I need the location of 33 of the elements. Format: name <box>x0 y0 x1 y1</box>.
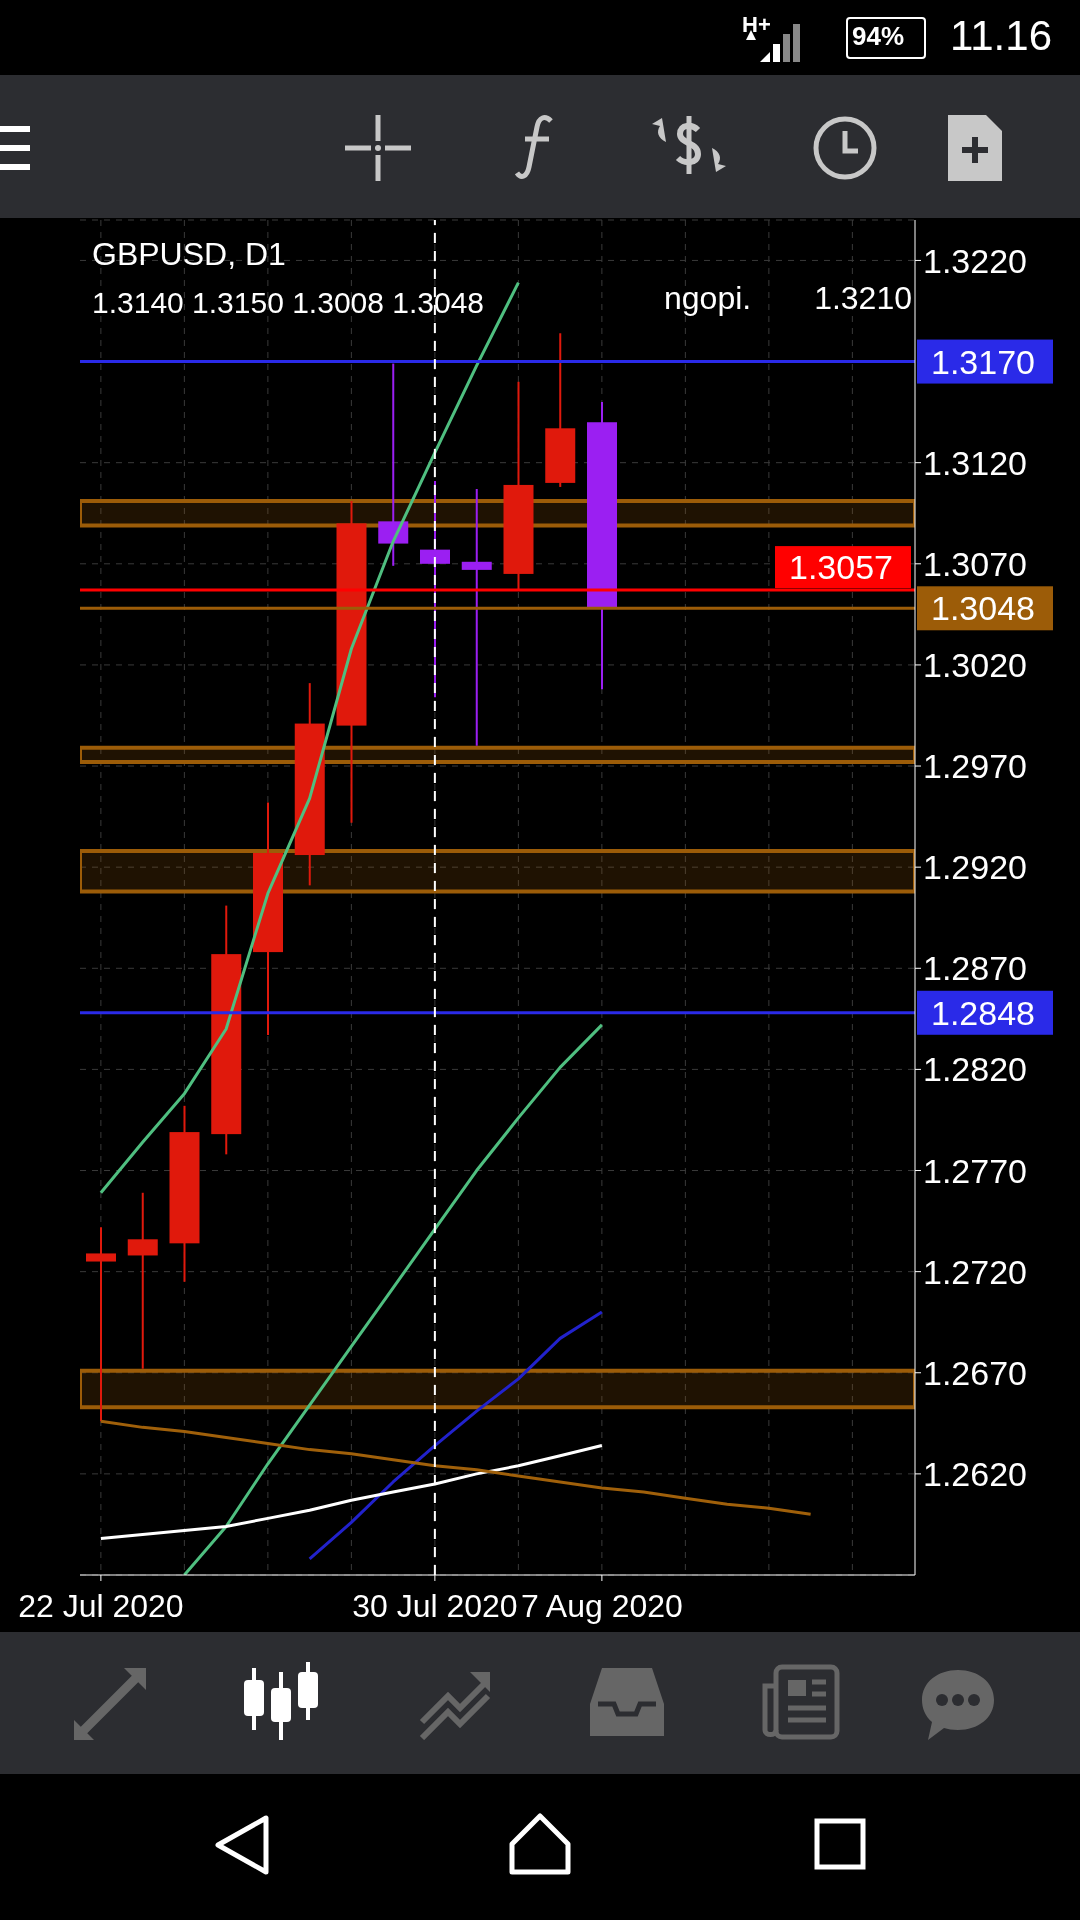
candlestick <box>86 1226 116 1423</box>
x-tick-label: 30 Jul 2020 <box>352 1588 518 1624</box>
ref-line-label: 1.3057 <box>789 548 893 587</box>
candlestick <box>378 362 409 567</box>
text: GBPUSD, D1 <box>92 236 286 273</box>
x-tick-label: 7 Aug 2020 <box>520 1588 683 1624</box>
y-tick-label: 1.3120 <box>923 443 1027 482</box>
y-tick-label: 1.2670 <box>923 1353 1027 1392</box>
text: 94% <box>852 21 905 52</box>
y-tick-label: 1.3070 <box>923 544 1027 583</box>
annotation: 1.3140 1.3150 1.3008 1.3048 <box>92 286 485 320</box>
annotation: ngopi. <box>664 280 752 317</box>
y-tick-label: 1.2620 <box>923 1454 1027 1493</box>
text: 11.16 <box>950 12 1052 60</box>
candlestick <box>127 1191 158 1370</box>
ref-line-label: 1.3048 <box>931 589 1035 628</box>
annotation: 1.3210 <box>814 280 912 317</box>
y-tick-label: 1.2870 <box>923 949 1027 988</box>
line-series <box>99 1419 813 1516</box>
x-tick-label: 22 Jul 2020 <box>18 1588 184 1624</box>
candlestick <box>461 487 492 747</box>
ref-line-label: 1.3170 <box>931 342 1035 381</box>
y-tick-label: 1.2920 <box>923 848 1027 887</box>
y-tick-label: 1.2970 <box>923 747 1027 786</box>
y-tick-label: 1.2720 <box>923 1252 1027 1291</box>
y-tick-label: 1.3020 <box>923 646 1027 684</box>
line-series <box>308 1310 604 1561</box>
line-series <box>182 1023 604 1575</box>
y-tick-label: 1.3220 <box>923 241 1027 280</box>
ref-line-label: 1.2848 <box>931 993 1035 1032</box>
text: H+ <box>742 12 771 38</box>
y-tick-label: 1.2770 <box>923 1151 1027 1190</box>
y-tick-label: 1.2820 <box>923 1050 1027 1089</box>
